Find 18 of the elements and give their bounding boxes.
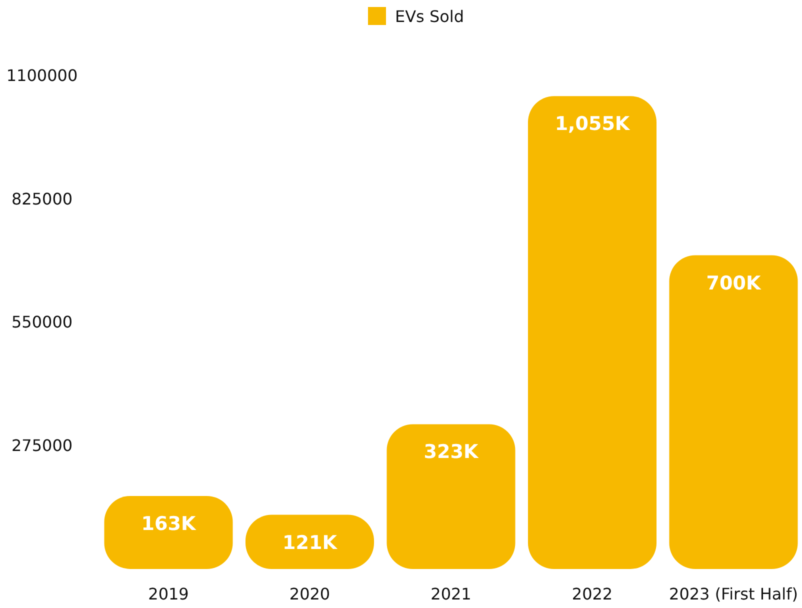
data-label: 700K <box>706 272 762 294</box>
y-tick-label: 550000 <box>11 312 73 332</box>
bar <box>669 255 798 569</box>
data-label: 121K <box>282 532 338 554</box>
bar <box>386 424 516 569</box>
data-label: 323K <box>424 441 480 464</box>
bar <box>528 96 657 569</box>
legend-label: EVs Sold <box>395 7 464 26</box>
x-tick-label: 2021 <box>430 584 472 604</box>
x-tick-label: 2020 <box>289 584 330 604</box>
y-tick-label: 1100000 <box>6 66 78 86</box>
data-label: 163K <box>141 512 197 535</box>
y-tick-label: 275000 <box>11 436 73 455</box>
x-tick-label: 2023 (First Half) <box>669 584 798 604</box>
y-tick-label: 825000 <box>11 189 73 208</box>
x-tick-label: 2019 <box>148 584 189 604</box>
data-label: 1,055K <box>554 113 631 136</box>
x-tick-label: 2022 <box>572 584 613 604</box>
